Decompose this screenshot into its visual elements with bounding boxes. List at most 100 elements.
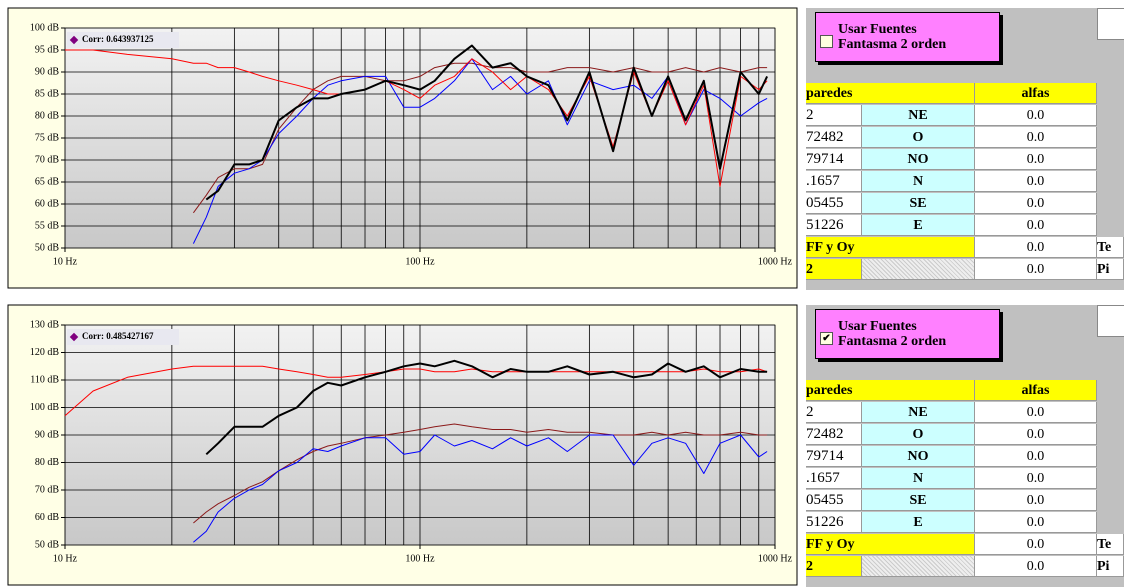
y-tick-label: 100 dB	[30, 22, 60, 33]
y-tick-label: 80 dB	[35, 457, 60, 468]
y-tick-label: 60 dB	[35, 512, 60, 523]
series-line	[64, 365, 768, 417]
cell: 2	[806, 259, 862, 280]
button-label-line: Usar Fuentes	[838, 22, 917, 37]
cell: 05455	[806, 193, 862, 214]
header-cell: alfas	[975, 380, 1097, 401]
series-line	[205, 359, 768, 456]
y-tick-label: 110 dB	[30, 374, 59, 385]
series-line	[205, 44, 769, 201]
legend	[67, 32, 179, 48]
cell: 0.0	[975, 149, 1097, 170]
cell: N	[862, 468, 975, 489]
y-tick-label: 95 dB	[35, 44, 60, 55]
cell: 72482	[806, 424, 862, 445]
y-tick-label: 85 dB	[35, 88, 60, 99]
cell: NO	[862, 149, 975, 170]
y-tick-label: 75 dB	[35, 132, 60, 143]
cell: E	[862, 215, 975, 236]
y-tick-label: 90 dB	[35, 429, 60, 440]
cell: O	[862, 424, 975, 445]
cell: 0.0	[975, 215, 1097, 236]
y-tick-label: 130 dB	[30, 319, 60, 330]
cell: 0.0	[975, 259, 1097, 280]
y-tick-label: 65 dB	[35, 176, 60, 187]
cell: 0.0	[975, 127, 1097, 148]
cell: FF y Oy	[806, 534, 975, 555]
x-tick-label: 1000 Hz	[758, 553, 793, 564]
series-line	[65, 49, 768, 187]
x-tick-label: 100 Hz	[405, 553, 435, 564]
cell: 2	[806, 556, 862, 577]
button-label-line: Fantasma 2 orden	[838, 37, 947, 52]
x-tick-label: 10 Hz	[53, 256, 78, 267]
cell: 0.0	[975, 105, 1097, 126]
phantom-button[interactable]: Usar Fuentes Fantasma 2 orden	[815, 12, 1000, 62]
spreadsheet-panel: ✔ Usar Fuentes Fantasma 2 orden paredes alfa…	[806, 305, 1124, 587]
checkbox[interactable]: ✔	[820, 332, 833, 345]
cell: 0.0	[975, 193, 1097, 214]
cell: 0.0	[975, 171, 1097, 192]
cell: 0.0	[975, 402, 1097, 423]
cell: 51226	[806, 215, 862, 236]
header-cell: alfas	[975, 83, 1097, 104]
header-cell: paredes	[806, 380, 975, 401]
cell: 0.0	[975, 468, 1097, 489]
series-line	[193, 434, 768, 543]
y-tick-label: 70 dB	[35, 484, 60, 495]
cell: NE	[862, 402, 975, 423]
charts: 50 dB 55 dB 60 dB 65 dB 70 dB 75 dB 80 dB 85 dB…	[7, 7, 798, 586]
cell: 0.0	[975, 237, 1097, 258]
cell: .1657	[806, 171, 862, 192]
cell: E	[862, 512, 975, 533]
cell: Te	[1097, 237, 1124, 258]
legend-marker	[69, 35, 79, 45]
cell: .1657	[806, 468, 862, 489]
cell: NE	[862, 105, 975, 126]
y-tick-label: 100 dB	[30, 402, 60, 413]
cell-pattern	[862, 259, 975, 280]
phantom-button[interactable]: ✔ Usar Fuentes Fantasma 2 orden	[815, 309, 1000, 359]
legend-label: Corr: 0.485427167	[82, 331, 154, 341]
y-tick-label: 90 dB	[35, 66, 60, 77]
y-tick-label: 120 dB	[30, 347, 60, 358]
cell: 79714	[806, 446, 862, 467]
cell: 0.0	[975, 446, 1097, 467]
x-tick-label: 1000 Hz	[758, 256, 793, 267]
cell: Pi	[1097, 259, 1124, 280]
cell-pattern	[862, 556, 975, 577]
checkbox[interactable]	[820, 35, 833, 48]
cell: 79714	[806, 149, 862, 170]
button-label-line: Fantasma 2 orden	[838, 334, 947, 349]
y-tick-label: 55 dB	[35, 220, 60, 231]
cell: 0.0	[975, 424, 1097, 445]
cell: SE	[862, 193, 975, 214]
header-cell: paredes	[806, 83, 975, 104]
cell: NO	[862, 446, 975, 467]
cell: N	[862, 171, 975, 192]
cell: 2	[806, 105, 862, 126]
x-tick-label: 10 Hz	[53, 553, 78, 564]
spreadsheet-panel: Usar Fuentes Fantasma 2 orden paredes alfas…	[806, 8, 1124, 290]
cell: 0.0	[975, 556, 1097, 577]
legend-label: Corr: 0.643937125	[82, 34, 154, 44]
cell: 51226	[806, 512, 862, 533]
button-label-line: Usar Fuentes	[838, 319, 917, 334]
cell: 0.0	[975, 534, 1097, 555]
button-label: Usar Fuentes Fantasma 2 orden	[838, 22, 946, 52]
cell: 0.0	[975, 512, 1097, 533]
y-tick-label: 50 dB	[35, 539, 60, 550]
cell-box	[1097, 8, 1124, 40]
y-tick-label: 50 dB	[35, 242, 60, 253]
cell: 0.0	[975, 490, 1097, 511]
y-tick-label: 60 dB	[35, 198, 60, 209]
y-tick-label: 70 dB	[35, 154, 60, 165]
series-line	[193, 423, 768, 524]
cell: 05455	[806, 490, 862, 511]
y-tick-label: 80 dB	[35, 110, 60, 121]
button-label: Usar Fuentes Fantasma 2 orden	[838, 319, 946, 349]
legend	[67, 329, 179, 345]
cell: SE	[862, 490, 975, 511]
cell-box	[1097, 305, 1124, 337]
